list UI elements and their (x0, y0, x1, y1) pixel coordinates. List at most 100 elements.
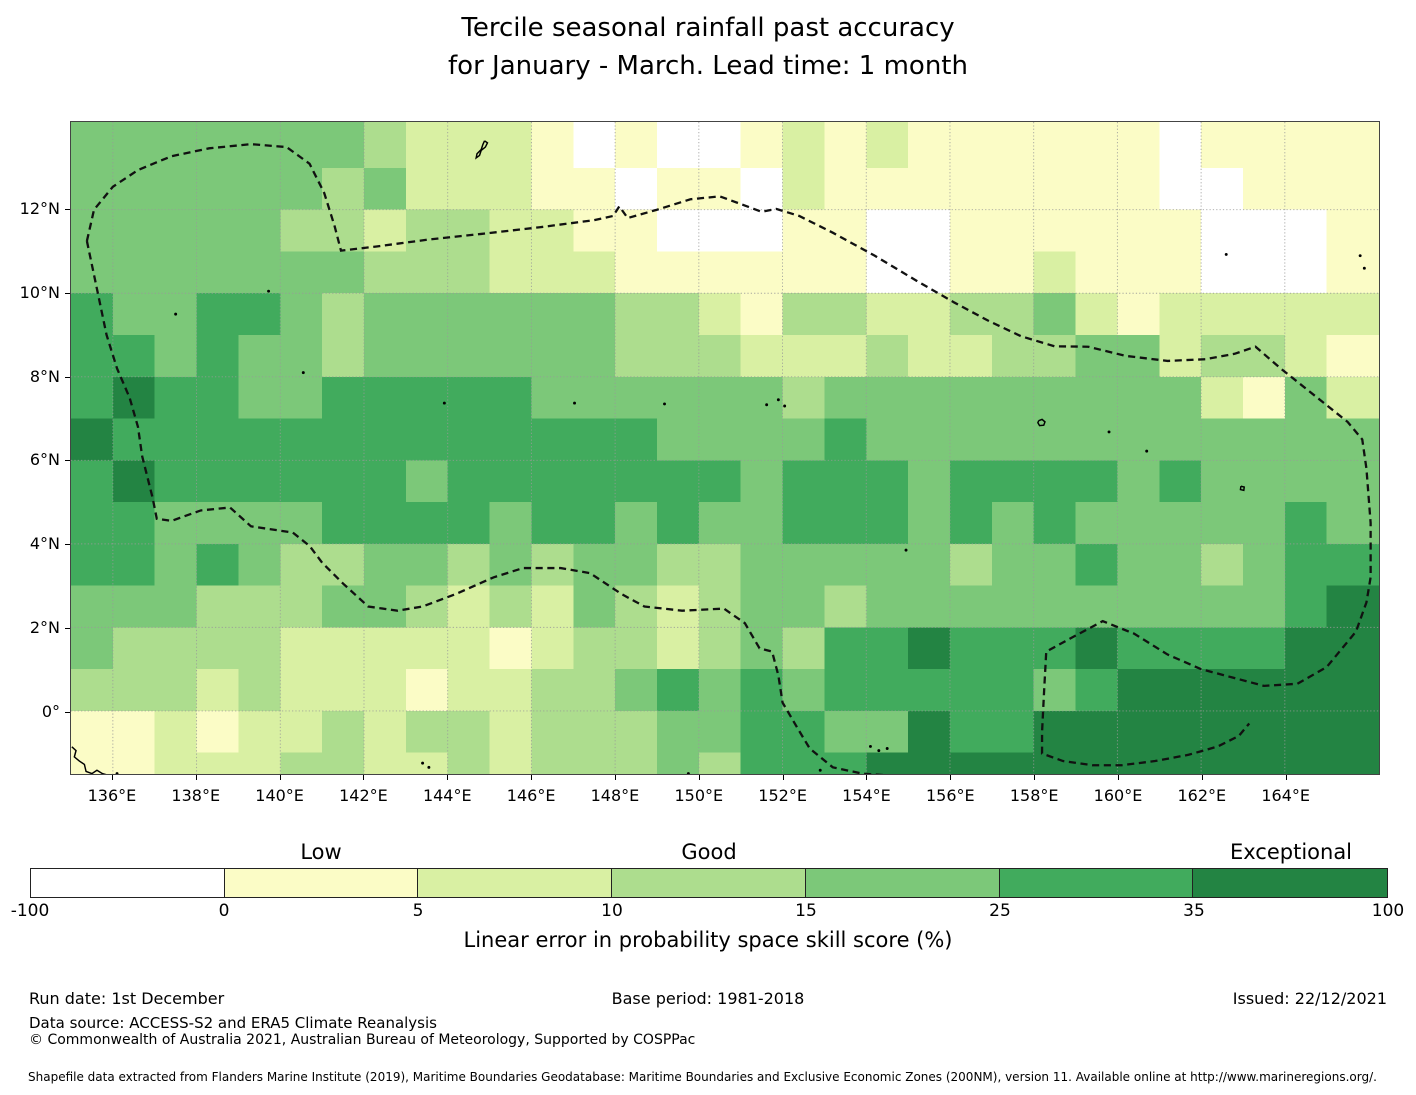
colorbar-segment (31, 869, 225, 897)
y-axis-tick-label: 12°N (19, 198, 60, 218)
colorbar-segment (612, 869, 806, 897)
eez-boundary-line (85, 142, 1372, 767)
colorbar-quality-label: Low (300, 840, 342, 864)
y-axis-tick-mark (65, 376, 70, 378)
colorbar-tick-label: 5 (412, 901, 424, 921)
run-date-label: Run date: 1st December (29, 989, 225, 1008)
island-outline (475, 140, 489, 160)
x-axis-tick-mark (1201, 775, 1203, 780)
island-dot (573, 401, 576, 405)
base-period-label: Base period: 1981-2018 (611, 989, 805, 1008)
x-axis-tick-mark (866, 775, 868, 780)
colorbar-segment (224, 869, 419, 897)
colorbar-quality-label: Exceptional (1229, 840, 1353, 864)
y-axis-tick-mark (65, 460, 70, 462)
island-dot (904, 548, 908, 552)
island-dot (877, 749, 881, 753)
colorbar-segment (805, 869, 1000, 897)
colorbar-segment (999, 869, 1194, 897)
colorbar-tick-label: 10 (601, 901, 623, 921)
y-axis-tick-mark (65, 627, 70, 629)
copyright-label: © Commonwealth of Australia 2021, Austra… (29, 1032, 696, 1048)
colorbar-tick-label: 100 (1371, 901, 1405, 921)
x-axis-tick-mark (279, 775, 281, 780)
issued-date-label: Issued: 22/12/2021 (1232, 989, 1387, 1008)
rainfall-heatmap (71, 122, 1379, 774)
x-axis-tick-mark (447, 775, 449, 780)
island-dot (1362, 266, 1366, 270)
colorbar-tick-label: 0 (218, 901, 230, 921)
island-outline (1037, 418, 1046, 427)
island-dot (301, 371, 305, 375)
y-axis-tick-label: 2°N (29, 617, 60, 637)
x-axis-tick-mark (195, 775, 197, 780)
x-axis-tick-mark (1285, 775, 1287, 780)
title-line-1: Tercile seasonal rainfall past accuracy (461, 13, 955, 43)
y-axis-tick-label: 6°N (29, 450, 60, 470)
colorbar-axis-label: Linear error in probability space skill … (463, 928, 953, 952)
x-axis-tick-label: 150°E (674, 786, 724, 805)
island-dot (686, 772, 690, 774)
x-axis-tick-label: 138°E (171, 786, 221, 805)
colorbar-tick-label: 35 (1183, 901, 1205, 921)
colorbar-segment (1193, 869, 1387, 897)
x-axis-tick-mark (614, 775, 616, 780)
colorbar-segment (418, 869, 613, 897)
x-axis-tick-label: 158°E (1009, 786, 1059, 805)
y-axis-tick-mark (65, 711, 70, 713)
island-dot (783, 404, 787, 408)
colorbar-quality-label: Good (681, 840, 737, 864)
page-title: Tercile seasonal rainfall past accuracy … (0, 10, 1416, 85)
x-axis-tick-mark (698, 775, 700, 780)
title-line-2: for January - March. Lead time: 1 month (448, 50, 968, 81)
x-axis-tick-mark (950, 775, 952, 780)
y-axis-tick-label: 10°N (19, 282, 60, 302)
x-axis-tick-label: 164°E (1261, 786, 1310, 805)
colorbar-tick-label: 25 (989, 901, 1011, 921)
island-dot (421, 761, 425, 765)
x-axis-tick-label: 144°E (422, 786, 472, 805)
island-dot (885, 747, 889, 750)
island-outline (1239, 485, 1246, 492)
x-axis-tick-label: 156°E (925, 786, 975, 805)
island-dot (818, 768, 822, 772)
x-axis-tick-label: 140°E (255, 786, 304, 805)
x-axis-tick-mark (111, 775, 113, 780)
map-plot-area (70, 121, 1380, 775)
x-axis-tick-mark (1034, 775, 1036, 780)
island-dot (663, 402, 666, 406)
y-axis-tick-label: 0° (41, 701, 60, 721)
y-axis-tick-label: 8°N (29, 366, 60, 386)
island-dot (1358, 254, 1362, 258)
x-axis-tick-label: 152°E (758, 786, 807, 805)
island-dot (267, 289, 271, 293)
colorbar-tick-label: 15 (795, 901, 817, 921)
x-axis-tick-label: 160°E (1093, 786, 1143, 805)
island-dot (442, 401, 446, 405)
shapefile-note: Shapefile data extracted from Flanders M… (28, 1070, 1377, 1084)
island-dot (1224, 252, 1228, 256)
island-dot (765, 403, 769, 407)
x-axis-tick-label: 148°E (590, 786, 640, 805)
island-dot (1145, 449, 1149, 453)
x-axis-tick-mark (782, 775, 784, 780)
y-axis-tick-mark (65, 208, 70, 210)
island-dot (427, 765, 431, 769)
colorbar-tick-label: -100 (10, 901, 50, 921)
island-dot (115, 772, 119, 774)
island-dot (1107, 430, 1111, 434)
x-axis-tick-mark (531, 775, 533, 780)
island-outline (71, 746, 107, 774)
x-axis-tick-mark (1118, 775, 1119, 780)
y-axis-tick-mark (65, 292, 70, 294)
x-axis-tick-label: 146°E (506, 786, 556, 805)
x-axis-tick-label: 162°E (1177, 786, 1227, 805)
y-axis-tick-label: 4°N (29, 534, 60, 554)
colorbar (30, 868, 1388, 898)
island-dot (776, 398, 780, 402)
x-axis-tick-label: 142°E (339, 786, 388, 805)
island-dot (174, 312, 178, 316)
y-axis-tick-mark (65, 544, 70, 546)
x-axis-tick-label: 154°E (842, 786, 891, 805)
